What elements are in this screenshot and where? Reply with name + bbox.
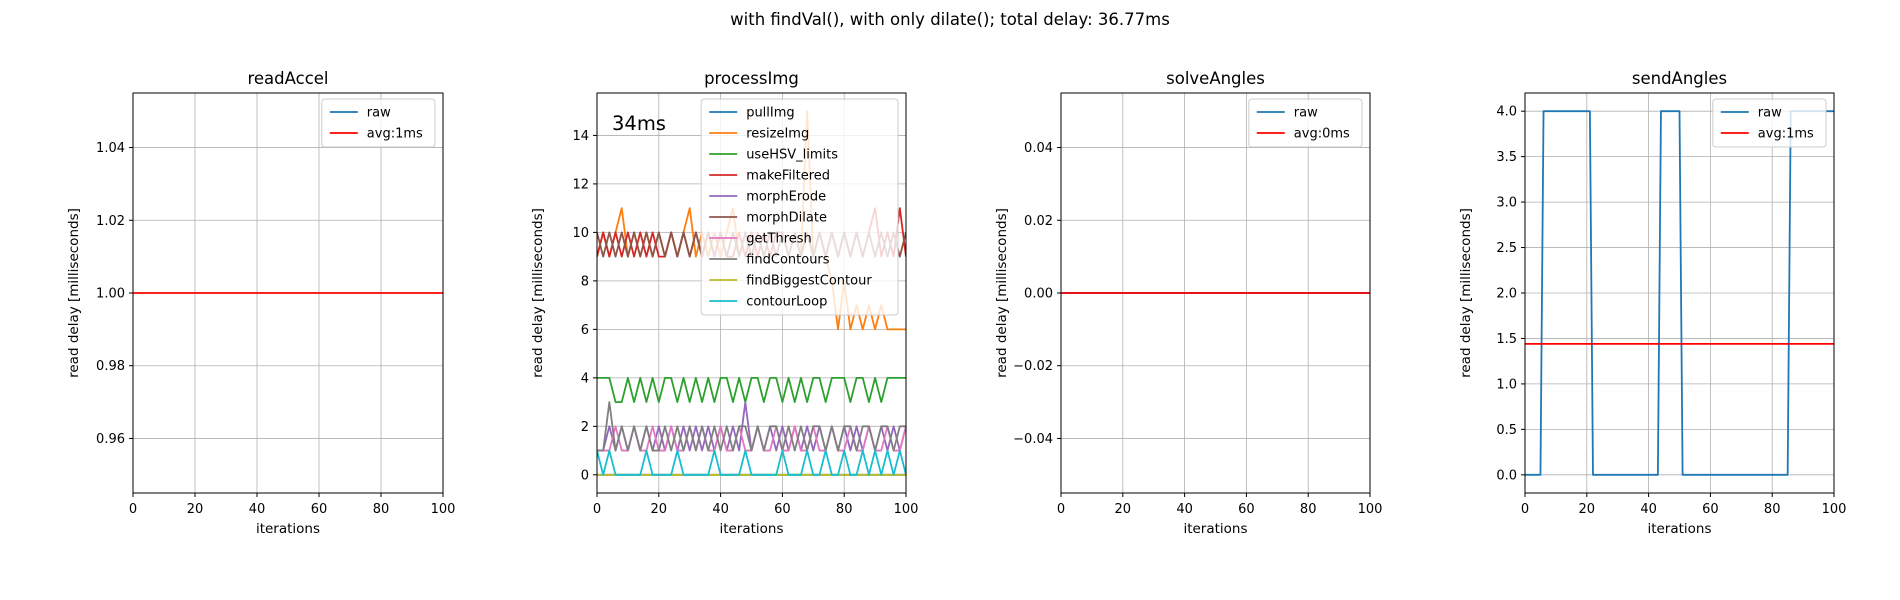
chart0-legend-box — [321, 98, 436, 148]
figure-suptitle: with findVal(), with only dilate(); tota… — [730, 10, 1170, 29]
chart3-title: sendAngles — [1632, 69, 1727, 88]
chart3-x-axis-label: iterations — [1647, 521, 1711, 537]
chart1-legend-label-morphdilate: morphDilate — [746, 211, 827, 226]
chart3-y-tick-label: 2.5 — [1496, 241, 1517, 256]
subplot-sendangles: sendAngles 0 20 40 60 80 100 0.0 0.5 1.0 1.5 2.0 2.5… — [1458, 69, 1846, 537]
chart1-annotation: 34ms — [612, 112, 666, 135]
chart3-y-tick-label: 3.0 — [1496, 196, 1517, 211]
chart0-y-tick-label: 1.02 — [96, 214, 125, 229]
chart3-legend-box — [1712, 98, 1827, 148]
chart1-series-contourloop-line — [597, 449, 906, 476]
chart3-y-tick-label: 2.0 — [1496, 287, 1517, 302]
chart3-x-tick-label: 40 — [1640, 502, 1657, 517]
chart0-x-tick-label: 0 — [129, 502, 137, 517]
chart1-x-tick-label: 20 — [651, 502, 668, 517]
chart1-legend-label-morpherode: morphErode — [746, 190, 826, 205]
chart1-legend-label-resizeimg: resizeImg — [746, 127, 809, 142]
chart2-legend-box — [1248, 98, 1363, 148]
chart1-y-axis-label: read delay [milliseconds] — [530, 208, 546, 378]
chart3-y-tick-label: 1.5 — [1496, 332, 1517, 347]
chart1-y-tick-label: 8 — [581, 274, 589, 289]
chart1-x-axis-label: iterations — [719, 521, 783, 537]
subplot-processimg: processImg 0 20 40 60 80 100 0 2 4 6 8 10 12 14 iterati… — [530, 69, 918, 537]
chart2-y-tick-label: 0.00 — [1024, 287, 1053, 302]
chart3-x-tick-label: 100 — [1822, 502, 1847, 517]
chart1-series-findcontours-line — [597, 401, 906, 452]
chart3-y-tick-label: 1.0 — [1496, 377, 1517, 392]
chart1-x-tick-label: 60 — [774, 502, 791, 517]
chart3-x-tick-label: 0 — [1521, 502, 1529, 517]
chart1-legend-label-usehsv-limits: useHSV_limits — [746, 148, 838, 163]
chart1-x-tick-label: 80 — [836, 502, 853, 517]
chart0-x-tick-label: 60 — [311, 502, 328, 517]
chart0-y-tick-label: 0.98 — [96, 359, 125, 374]
chart1-legend-label-makefiltered: makeFiltered — [746, 169, 830, 184]
chart2-x-tick-label: 40 — [1176, 502, 1193, 517]
chart2-legend-label-raw: raw — [1294, 106, 1318, 121]
chart3-x-tick-label: 20 — [1579, 502, 1596, 517]
chart1-y-tick-label: 12 — [572, 177, 589, 192]
chart0-x-axis-label: iterations — [256, 521, 320, 537]
chart2-y-tick-label: 0.02 — [1024, 214, 1053, 229]
chart1-y-tick-label: 0 — [581, 468, 589, 483]
chart1-y-tick-label: 10 — [572, 226, 589, 241]
chart3-y-axis-label: read delay [milliseconds] — [1458, 208, 1474, 378]
chart3-legend-label-raw: raw — [1758, 106, 1782, 121]
chart0-legend-label-avg-1ms: avg:1ms — [367, 127, 423, 142]
chart1-x-tick-label: 0 — [593, 502, 601, 517]
chart2-title: solveAngles — [1166, 69, 1265, 88]
chart1-y-tick-label: 6 — [581, 323, 589, 338]
chart1-x-tick-label: 100 — [894, 502, 919, 517]
chart0-x-tick-label: 20 — [187, 502, 204, 517]
chart1-x-tick-label: 40 — [712, 502, 729, 517]
chart2-x-tick-label: 0 — [1057, 502, 1065, 517]
chart0-y-tick-label: 1.00 — [96, 287, 125, 302]
chart0-y-axis-label: read delay [milliseconds] — [66, 208, 82, 378]
chart2-y-tick-label: −0.04 — [1013, 432, 1053, 447]
chart1-y-tick-label: 4 — [581, 371, 589, 386]
chart1-title: processImg — [704, 69, 799, 88]
chart3-x-tick-label: 80 — [1764, 502, 1781, 517]
chart2-x-tick-label: 80 — [1300, 502, 1317, 517]
chart0-y-tick-label: 0.96 — [96, 432, 125, 447]
chart0-x-tick-label: 80 — [373, 502, 390, 517]
subplot-readaccel: readAccel 0 20 40 60 80 100 0.96 0.98 1.00 1.02 1.0… — [66, 69, 455, 537]
chart2-legend-label-avg-0ms: avg:0ms — [1294, 127, 1350, 142]
chart1-y-tick-label: 2 — [581, 420, 589, 435]
chart2-x-axis-label: iterations — [1183, 521, 1247, 537]
chart1-legend-label-getthresh: getThresh — [746, 232, 812, 247]
chart2-y-tick-label: −0.02 — [1013, 359, 1053, 374]
chart1-legend-label-contourloop: contourLoop — [746, 295, 827, 310]
chart1-legend-label-pullimg: pullImg — [746, 106, 794, 121]
chart3-data-area — [1525, 110, 1834, 476]
chart3-x-tick-label: 60 — [1702, 502, 1719, 517]
chart0-y-tick-label: 1.04 — [96, 141, 125, 156]
chart3-legend-label-avg-1ms: avg:1ms — [1758, 127, 1814, 142]
chart3-y-tick-label: 3.5 — [1496, 150, 1517, 165]
chart1-legend-box — [700, 98, 899, 316]
chart1-series-usehsv-limits-line — [597, 376, 906, 403]
chart1-legend-label-findcontours: findContours — [746, 253, 830, 268]
chart0-legend-label-raw: raw — [367, 106, 391, 121]
chart1-legend-label-findbiggestcontour: findBiggestContour — [746, 274, 872, 289]
chart2-y-tick-label: 0.04 — [1024, 141, 1053, 156]
chart2-x-tick-label: 60 — [1238, 502, 1255, 517]
chart3-y-tick-label: 0.0 — [1496, 468, 1517, 483]
chart3-series-raw-line — [1525, 110, 1834, 476]
chart1-axes-frame — [596, 92, 907, 494]
chart2-x-tick-label: 20 — [1115, 502, 1132, 517]
chart2-y-axis-label: read delay [milliseconds] — [994, 208, 1010, 378]
chart0-x-tick-label: 40 — [249, 502, 266, 517]
chart1-y-tick-label: 14 — [572, 129, 589, 144]
chart3-y-tick-label: 4.0 — [1496, 105, 1517, 120]
subplot-solveangles: solveAngles 0 20 40 60 80 100 −0.04 −0.02 0.00 0.0… — [994, 69, 1382, 537]
chart0-x-tick-label: 100 — [431, 502, 456, 517]
chart3-y-tick-label: 0.5 — [1496, 423, 1517, 438]
chart0-title: readAccel — [247, 69, 328, 88]
chart2-x-tick-label: 100 — [1358, 502, 1383, 517]
